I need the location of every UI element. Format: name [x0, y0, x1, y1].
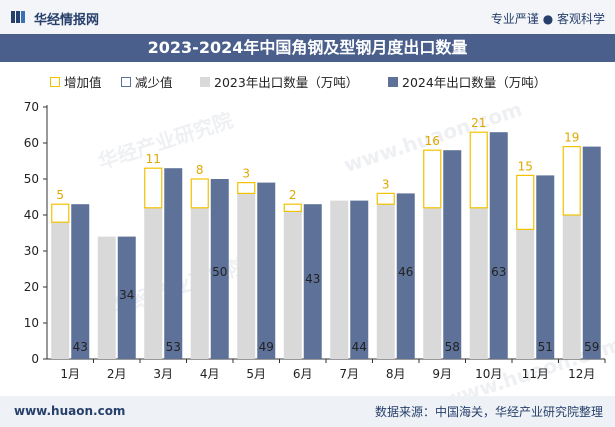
increase-label: 8 — [196, 163, 204, 177]
bar-2024 — [210, 179, 229, 359]
legend-increase-swatch — [50, 76, 60, 87]
increase-label: 2 — [289, 188, 297, 202]
increase-box — [51, 203, 70, 223]
bar-2024 — [350, 200, 369, 359]
legend-increase-label: 增加值 — [64, 75, 102, 90]
y-tick-label: 0 — [31, 352, 39, 366]
increase-label: 19 — [564, 131, 579, 145]
bar-2024-value-label: 43 — [305, 272, 320, 286]
bar-2024-value-label: 59 — [584, 340, 599, 354]
bar-2024 — [582, 146, 601, 359]
bar-2024-value-label: 34 — [119, 288, 134, 302]
chart-plot: 0 10 20 30 40 50 60 70 5 43 1月 34 2月 11 53 3月 8 50 4月 3 49 5月… — [24, 100, 606, 381]
y-tick-label: 70 — [24, 100, 39, 114]
legend-2023-label: 2023年出口数量（万吨） — [214, 75, 359, 90]
bar-2023 — [144, 207, 163, 359]
x-tick-label: 3月 — [153, 367, 173, 381]
legend-2024: 2024年出口数量（万吨） — [388, 72, 546, 91]
footer: www.huaon.com 数据来源：中国海关，华经产业研究院整理 — [0, 396, 615, 427]
bar-2024 — [71, 204, 90, 359]
x-tick-label: 7月 — [339, 367, 359, 381]
x-tick-label: 1月 — [60, 367, 80, 381]
header: 华经情报网 专业严谨 ● 客观科学 — [0, 0, 615, 34]
increase-label: 3 — [242, 167, 250, 181]
increase-label: 11 — [146, 152, 161, 166]
x-tick-label: 2月 — [107, 367, 127, 381]
legend-decrease-swatch — [121, 76, 131, 87]
bar-2024 — [396, 193, 415, 359]
x-tick-label: 9月 — [432, 367, 452, 381]
bar-2024-value-label: 43 — [73, 340, 88, 354]
x-tick-label: 6月 — [293, 367, 313, 381]
x-tick-label: 10月 — [475, 367, 502, 381]
legend-2023-swatch — [200, 76, 210, 87]
bar-2024 — [303, 204, 322, 359]
bar-2023 — [330, 200, 349, 359]
y-tick-label: 20 — [24, 280, 39, 294]
bar-2023 — [423, 207, 442, 359]
increase-label: 3 — [382, 177, 390, 191]
increase-box — [516, 174, 535, 230]
increase-label: 21 — [471, 116, 486, 130]
x-tick-label: 11月 — [522, 367, 549, 381]
increase-label: 5 — [56, 188, 64, 202]
legend-decrease: 减少值 — [121, 72, 173, 91]
website-url: www.huaon.com — [14, 404, 126, 418]
bar-2023 — [516, 229, 535, 359]
increase-box — [469, 131, 488, 209]
x-tick-label: 4月 — [200, 367, 220, 381]
bar-2024-value-label: 63 — [491, 265, 506, 279]
bar-2023 — [237, 193, 256, 359]
bar-2024 — [257, 182, 276, 359]
x-tick-label: 12月 — [568, 367, 595, 381]
legend-2024-label: 2024年出口数量（万吨） — [402, 75, 547, 90]
increase-box — [376, 192, 395, 205]
bar-2024-value-label: 44 — [352, 340, 367, 354]
x-tick-label: 8月 — [386, 367, 406, 381]
y-tick-label: 60 — [24, 136, 39, 150]
increase-label: 16 — [425, 134, 440, 148]
legend-2024-swatch — [388, 76, 398, 87]
bar-2024 — [489, 132, 508, 359]
bar-2024-value-label: 51 — [538, 340, 553, 354]
bar-2024 — [164, 168, 183, 359]
increase-box — [423, 149, 442, 209]
data-source: 数据来源：中国海关，华经产业研究院整理 — [374, 405, 603, 419]
increase-box — [562, 146, 581, 216]
increase-box — [237, 182, 256, 195]
bar-2023 — [562, 215, 581, 359]
bar-2023 — [376, 204, 395, 359]
title-bar: 2023-2024年中国角钢及型钢月度出口数量 — [0, 34, 615, 62]
increase-box — [144, 167, 163, 209]
chart-title: 2023-2024年中国角钢及型钢月度出口数量 — [147, 38, 468, 57]
x-tick-label: 5月 — [246, 367, 266, 381]
bar-2024 — [443, 150, 462, 359]
legend-2023: 2023年出口数量（万吨） — [200, 72, 358, 91]
brand-name: 华经情报网 — [34, 13, 100, 28]
y-tick-label: 30 — [24, 244, 39, 258]
bar-2023 — [190, 207, 209, 359]
bar-2024-value-label: 53 — [166, 340, 181, 354]
slogan: 专业严谨 ● 客观科学 — [490, 12, 605, 26]
bar-2023 — [283, 211, 302, 359]
bar-2023 — [469, 207, 488, 359]
bar-2024 — [117, 236, 136, 359]
legend-increase: 增加值 — [50, 72, 102, 91]
y-tick-label: 10 — [24, 316, 39, 330]
bar-2024-value-label: 46 — [398, 265, 413, 279]
legend-decrease-label: 减少值 — [135, 75, 173, 90]
bar-2024 — [536, 175, 555, 359]
increase-box — [190, 178, 209, 209]
bar-2024-value-label: 50 — [212, 265, 227, 279]
huajing-logo-icon — [11, 11, 25, 23]
y-tick-label: 40 — [24, 208, 39, 222]
bar-2023 — [51, 222, 70, 359]
y-tick-label: 50 — [24, 172, 39, 186]
increase-box — [283, 203, 302, 212]
increase-label: 15 — [518, 159, 533, 173]
bar-2024-value-label: 49 — [259, 340, 274, 354]
bar-2023 — [97, 236, 116, 359]
bar-2024-value-label: 58 — [445, 340, 460, 354]
